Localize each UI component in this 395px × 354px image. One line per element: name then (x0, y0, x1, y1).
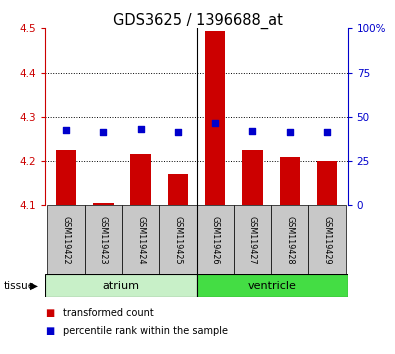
Point (100, 130, 106, 135)
Text: percentile rank within the sample: percentile rank within the sample (63, 326, 228, 336)
FancyBboxPatch shape (122, 205, 159, 274)
Bar (205, 30, 226, 205)
Text: GSM119428: GSM119428 (285, 216, 294, 264)
Text: GSM119423: GSM119423 (99, 216, 108, 264)
Text: tissue: tissue (4, 281, 35, 291)
Point (212, 121, 218, 126)
Point (249, 128, 256, 134)
Point (63, 127, 69, 133)
Bar (280, 156, 300, 205)
Text: ■: ■ (45, 308, 55, 318)
Text: GDS3625 / 1396688_at: GDS3625 / 1396688_at (113, 12, 282, 29)
Text: GSM119422: GSM119422 (62, 216, 70, 264)
Bar (197, 274, 348, 297)
Point (175, 130, 181, 135)
Text: GSM119424: GSM119424 (136, 216, 145, 264)
Bar (56, 150, 76, 205)
FancyBboxPatch shape (85, 205, 122, 274)
Text: ventricle: ventricle (248, 281, 297, 291)
Text: GSM119429: GSM119429 (323, 216, 331, 264)
Text: GSM119427: GSM119427 (248, 216, 257, 264)
Bar (167, 174, 188, 205)
Text: ▶: ▶ (30, 281, 38, 291)
Bar (45, 274, 197, 297)
Text: GSM119425: GSM119425 (173, 216, 182, 264)
FancyBboxPatch shape (308, 205, 346, 274)
FancyBboxPatch shape (271, 205, 308, 274)
Bar (93, 203, 113, 205)
Text: ■: ■ (45, 326, 55, 336)
Point (324, 130, 330, 135)
FancyBboxPatch shape (159, 205, 197, 274)
Text: transformed count: transformed count (63, 308, 154, 318)
FancyBboxPatch shape (47, 205, 85, 274)
FancyBboxPatch shape (197, 205, 234, 274)
Point (137, 126, 144, 132)
Bar (242, 150, 263, 205)
Text: atrium: atrium (102, 281, 139, 291)
Point (287, 130, 293, 135)
Text: GSM119426: GSM119426 (211, 216, 220, 264)
Bar (317, 161, 337, 205)
Bar (130, 154, 151, 205)
FancyBboxPatch shape (234, 205, 271, 274)
